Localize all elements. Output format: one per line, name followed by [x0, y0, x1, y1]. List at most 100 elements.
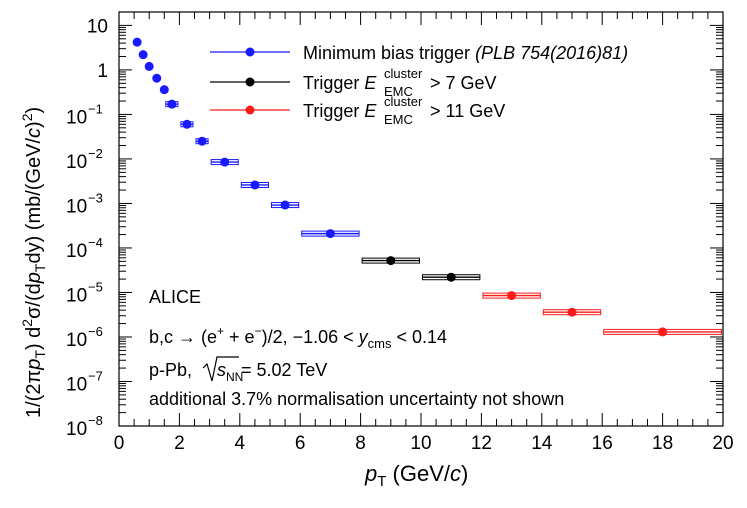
- decay-sub: cms: [368, 336, 392, 351]
- decay-sup1: +: [217, 324, 224, 338]
- x-tick-label: 0: [114, 433, 125, 454]
- series-layer: [132, 37, 722, 337]
- y-tick-label-exponent: −1: [88, 101, 103, 116]
- y-tick-label-exponent: −3: [88, 190, 103, 205]
- legend-label-minimum-bias: Minimum bias trigger (PLB 754(2016)81): [303, 43, 628, 63]
- axis-ticks: [118, 11, 724, 427]
- x-tick-labels: 0 2 4 6 8 10 12 14 16 18 20: [114, 433, 734, 454]
- data-point: [144, 61, 154, 71]
- x-tick-label: 12: [471, 433, 492, 454]
- legend-post-trigger-7: > 7 GeV: [430, 73, 497, 93]
- x-axis-title-end: ): [461, 461, 468, 486]
- x-tick-label: 18: [652, 433, 673, 454]
- series-1: [361, 256, 481, 282]
- legend-entry-trigger-11: Trigger E cluster EMC > 11 GeV: [210, 94, 505, 127]
- decay-y: y: [357, 327, 369, 347]
- x-tick-label: 20: [712, 433, 733, 454]
- system-b: = 5.02 TeV: [241, 360, 327, 380]
- x-tick-label: 4: [235, 433, 246, 454]
- legend-marker-trigger-11: [245, 105, 255, 115]
- y-title-sup2: 2: [19, 319, 35, 327]
- data-point: [446, 272, 456, 282]
- y-tick-label: 1: [97, 61, 108, 82]
- x-axis-title: pT (GeV/c): [364, 461, 468, 490]
- y-tick-label-exponent: −8: [88, 413, 103, 428]
- legend: Minimum bias trigger (PLB 754(2016)81) T…: [210, 43, 628, 127]
- y-tick-label: 10: [87, 16, 108, 37]
- y-tick-label-exponent: −7: [88, 368, 103, 383]
- decay-a: b,c → (e: [149, 327, 217, 347]
- y-tick-label: 10: [66, 241, 87, 262]
- data-point: [138, 50, 148, 60]
- decay-sup2: −: [255, 324, 262, 338]
- annotation-decay: b,c → (e+ + e−)/2, −1.06 < ycms < 0.14: [149, 324, 447, 351]
- y-tick-label: 10: [66, 107, 87, 128]
- y-title-d: dy) (mb/(GeV/: [23, 138, 45, 264]
- x-axis-title-sub: T: [377, 473, 386, 490]
- y-title-b: ) d: [23, 327, 45, 350]
- x-axis-title-p: p: [364, 461, 377, 486]
- legend-sub-trigger-7: EMC: [384, 84, 413, 99]
- legend-entry-minimum-bias: Minimum bias trigger (PLB 754(2016)81): [210, 43, 628, 63]
- data-point: [507, 291, 517, 301]
- legend-sub-trigger-11: EMC: [384, 112, 413, 127]
- y-title-s2: T: [32, 263, 48, 272]
- y-title-e: ): [23, 121, 45, 128]
- legend-label-trigger-11: Trigger E: [303, 101, 377, 121]
- y-title-a: 1/(2π: [23, 370, 45, 418]
- legend-name-minimum-bias: Minimum bias trigger: [303, 43, 470, 63]
- legend-marker-minimum-bias: [245, 47, 255, 57]
- x-tick-label: 6: [295, 433, 306, 454]
- legend-entry-trigger-7: Trigger E cluster EMC > 7 GeV: [210, 66, 497, 99]
- data-point: [325, 229, 335, 239]
- y-title-cc: c: [23, 128, 45, 138]
- y-title-c: σ/(d: [23, 283, 45, 319]
- data-point: [132, 37, 142, 47]
- y-tick-label-exponent: −4: [88, 235, 103, 250]
- system-sub: NN: [226, 370, 243, 384]
- x-axis-title-mid: (GeV/: [386, 461, 450, 486]
- annotation-alice: ALICE: [149, 287, 201, 307]
- x-tick-label: 2: [174, 433, 185, 454]
- data-point: [197, 136, 207, 146]
- legend-e-trigger-7: E: [364, 73, 377, 93]
- y-title-sup3: 2: [19, 113, 35, 121]
- y-axis-title: 1/(2πpT) d2σ/(dpTdy) (mb/(GeV/c)2): [19, 107, 48, 418]
- x-tick-label: 8: [355, 433, 366, 454]
- legend-ref-minimum-bias: (PLB 754(2016)81): [475, 43, 628, 63]
- y-tick-label-exponent: −2: [88, 146, 103, 161]
- annotation-normalisation: additional 3.7% normalisation uncertaint…: [149, 389, 564, 409]
- legend-marker-trigger-7: [245, 77, 255, 87]
- data-point: [182, 119, 192, 129]
- y-tick-label-exponent: −6: [88, 324, 103, 339]
- legend-pre-trigger-11: Trigger: [303, 101, 364, 121]
- data-point: [152, 73, 162, 83]
- legend-e-trigger-11: E: [364, 101, 377, 121]
- legend-sup-trigger-7: cluster: [384, 66, 423, 81]
- decay-c: )/2, −1.06 <: [262, 327, 359, 347]
- y-title-s1: T: [32, 350, 48, 359]
- decay-b: + e: [224, 327, 255, 347]
- series-2: [482, 291, 722, 337]
- x-tick-label: 14: [531, 433, 553, 454]
- y-title-p2: p: [23, 272, 45, 284]
- system-a: p-Pb,: [149, 360, 192, 380]
- y-tick-label: 10: [66, 330, 87, 351]
- y-tick-label-exponent: −5: [88, 279, 103, 294]
- data-point: [250, 180, 260, 190]
- data-point: [167, 99, 177, 109]
- decay-d: < 0.14: [392, 327, 448, 347]
- system-s: s: [217, 360, 226, 380]
- data-point: [280, 200, 290, 210]
- data-point: [220, 157, 230, 167]
- data-point: [658, 327, 668, 337]
- legend-label-trigger-7: Trigger E: [303, 73, 377, 93]
- legend-pre-trigger-7: Trigger: [303, 73, 364, 93]
- y-tick-label: 10: [66, 285, 87, 306]
- legend-post-trigger-11: > 11 GeV: [430, 101, 505, 121]
- y-tick-label: 10: [66, 152, 87, 173]
- y-title-f: ): [23, 107, 45, 114]
- legend-sup-trigger-11: cluster: [384, 94, 423, 109]
